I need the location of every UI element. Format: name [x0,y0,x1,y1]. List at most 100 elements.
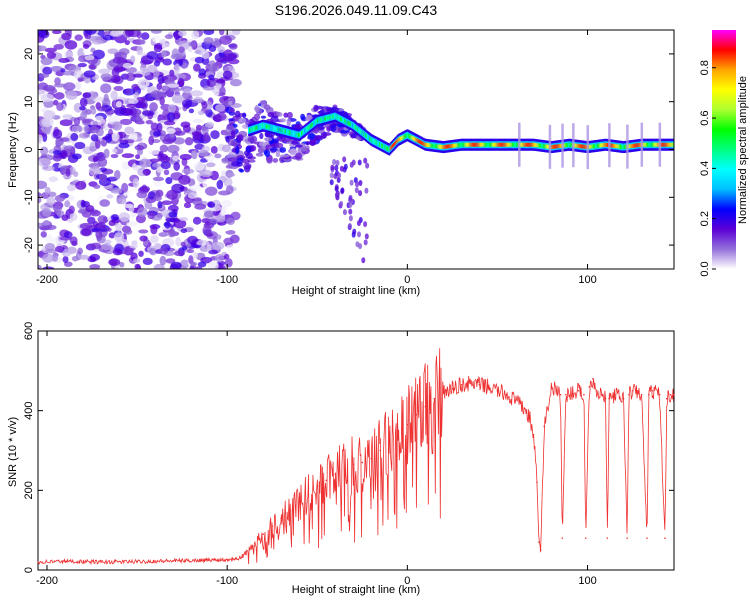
snr-point [559,393,562,396]
snr-point [325,479,328,482]
snr-point [262,533,265,535]
spectrogram-y-tick-label: 0 [23,146,35,152]
snr-point [539,549,542,551]
snr-x-tick-label: -200 [36,575,58,587]
snr-panel: -200 -100 0 100 0 200 400 600 Height of straig… [7,322,675,596]
snr-frame [37,330,675,571]
snr-point [298,501,301,504]
spectrogram-y-tick-label: 20 [23,48,35,60]
snr-point [64,560,66,563]
snr-point [583,393,585,396]
snr-point [379,449,382,452]
chart-title: S196.2026.049.11.09.C43 [275,2,438,18]
snr-point [433,397,436,400]
snr-y-axis-label: SNR (10 * v/v) [7,417,19,487]
snr-point [538,541,540,543]
snr-point [235,557,237,559]
snr-point [514,399,517,402]
snr-point [529,417,531,420]
snr-point [37,561,39,563]
snr-point [487,385,490,388]
snr-point [406,423,409,426]
snr-points [37,378,675,563]
snr-point [451,387,454,390]
snr-point [640,393,643,396]
colorbar-tick-label: 0.8 [699,60,711,75]
snr-point [592,378,594,380]
snr-point [370,457,373,460]
snr-point [316,485,319,488]
snr-point [550,385,553,388]
spectrogram-x-tick-label: 0 [404,274,410,286]
snr-point [289,509,292,512]
colorbar-tick-label: 0.2 [699,211,711,226]
snr-point [532,433,535,436]
snr-point [208,559,210,561]
snr-point [343,467,346,470]
snr-point [172,560,174,562]
snr-point [271,525,274,527]
snr-point [280,517,283,520]
snr-x-tick-label: 0 [404,575,410,587]
snr-point [496,389,499,392]
spectrogram-y-axis-label: Frequency (Hz) [7,112,19,188]
snr-point [460,383,463,386]
colorbar-gradient [712,30,736,269]
spectrogram-x-axis-label: Height of straight line (km) [292,285,420,297]
snr-x-tick-label: -100 [216,575,238,587]
snr-point [543,425,546,428]
snr-point [469,382,472,385]
snr-point [577,389,580,392]
spectrogram-x-tick-label: -200 [36,274,58,286]
snr-point [397,431,400,434]
snr-series-line [38,348,674,566]
snr-point [442,391,445,394]
snr-point [505,393,508,396]
snr-point [664,537,666,539]
spectrogram-y-tick-label: -10 [23,189,35,205]
snr-x-axis-label: Height of straight line (km) [292,584,420,596]
snr-point [136,560,138,563]
colorbar-label: Normalized spectral amplitude [737,76,749,224]
snr-point [478,383,481,386]
snr-point [651,389,654,392]
snr-point [595,389,598,392]
snr-point [673,393,675,396]
snr-point [334,473,337,476]
snr-point [606,537,609,539]
snr-point [604,397,607,400]
snr-point [669,393,672,396]
snr-point [424,405,427,408]
snr-point [608,397,610,400]
spectrogram-y-tick-label: 10 [23,96,35,108]
snr-point [100,561,102,563]
snr-point [601,393,603,396]
snr-point [565,393,567,396]
snr-point [352,463,355,466]
snr-point [561,537,564,539]
colorbar: 0.0 0.2 0.4 0.6 0.8 Normalized spectral ampl… [699,30,749,277]
colorbar-tick-label: 0.4 [699,161,711,176]
snr-point [658,393,661,396]
colorbar-tick-label: 0.6 [699,110,711,125]
snr-point [647,393,650,396]
spectrogram-x-tick-label: 100 [578,274,596,286]
snr-point [361,461,364,464]
snr-y-tick-label: 600 [23,322,35,340]
snr-plot-area [38,331,674,570]
snr-point [626,537,628,539]
colorbar-tick-label: 0.0 [699,261,711,276]
snr-point [631,389,634,392]
snr-point [226,558,228,561]
spectrogram-x-tick-label: -100 [216,274,238,286]
snr-point [588,385,591,388]
snr-point [646,537,648,539]
snr-point [388,441,391,444]
snr-point [665,397,668,400]
snr-point [622,397,625,400]
snr-y-tick-label: 200 [23,481,35,499]
snr-point [415,413,418,416]
snr-point [628,393,630,396]
